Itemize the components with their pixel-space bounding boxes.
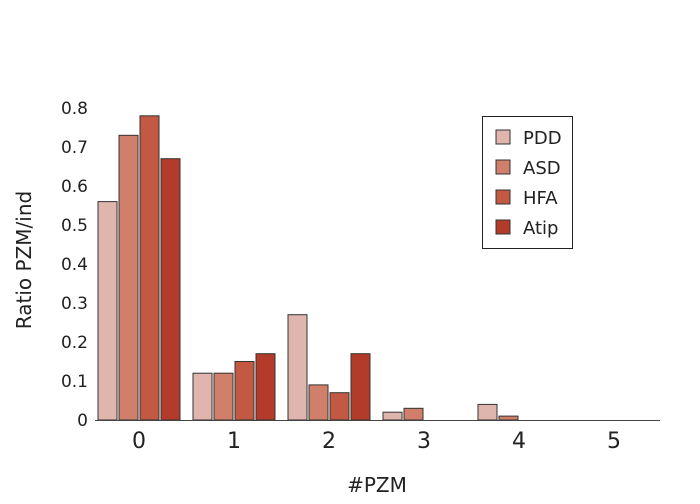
x-tick-label: 2 [322,429,336,454]
legend-swatch-hfa [495,189,511,205]
bar-atip-1 [255,353,276,421]
bar-hfa-1 [234,361,255,421]
y-tick-label: 0.3 [61,294,88,314]
x-tick-label: 5 [607,429,621,454]
bar-hfa-0 [139,115,160,421]
x-tick-labels: 0 1 2 3 4 5 [132,429,621,454]
x-tick-label: 3 [417,429,431,454]
y-tick-label: 0.4 [61,255,88,275]
y-tick-labels: 0 0.1 0.2 0.3 0.4 0.5 0.6 0.7 0.8 [61,99,88,431]
legend-items: PDD ASD HFA Atip [495,128,562,239]
bar-asd-3 [403,407,424,421]
bar-pdd-1 [192,372,213,421]
y-tick-label: 0.6 [61,177,88,197]
bar-pdd-4 [477,403,498,421]
y-axis-title: Ratio PZM/ind [12,191,36,329]
bar-atip-2 [350,353,371,421]
bar-pdd-3 [382,411,403,421]
bar-hfa-2 [329,392,350,421]
x-tick-label: 1 [227,429,241,454]
y-tick-label: 0.2 [61,333,88,353]
bar-asd-2 [308,384,329,421]
legend-label-atip: Atip [523,218,558,239]
y-tick-label: 0.5 [61,216,88,236]
y-tick-label: 0.1 [61,372,88,392]
legend-label-pdd: PDD [523,128,562,149]
bar-asd-1 [213,372,234,421]
legend-label-hfa: HFA [523,188,558,209]
bar-asd-4 [498,415,519,421]
x-tick-label: 0 [132,429,146,454]
legend-swatch-pdd [495,129,511,145]
y-tick-label: 0 [77,411,88,431]
y-tick-label: 0.8 [61,99,88,119]
legend-swatch-atip [495,219,511,235]
y-tick-label: 0.7 [61,138,88,158]
bar-pdd-0 [97,201,118,421]
bar-asd-0 [118,134,139,421]
legend: PDD ASD HFA Atip [482,116,573,249]
x-axis-title: #PZM [347,473,407,497]
bar-pdd-2 [287,314,308,421]
legend-label-asd: ASD [523,158,561,179]
x-tick-label: 4 [512,429,526,454]
bar-atip-0 [160,158,181,421]
bars-layer [97,115,519,421]
legend-swatch-asd [495,159,511,175]
